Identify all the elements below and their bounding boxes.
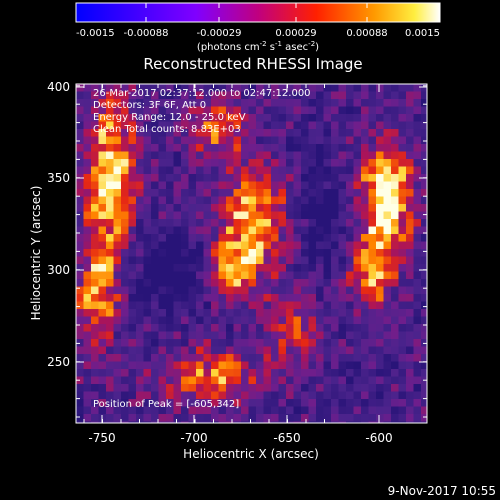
colorbar-tick-label: 0.0015 (405, 28, 440, 39)
colorbar-tick-label: -0.0015 (76, 28, 115, 39)
y-tick-label: 400 (47, 80, 70, 94)
info-line-energy-range: Energy Range: 12.0 - 25.0 keV (93, 112, 246, 123)
info-line-total-counts: Clean Total counts: 8.83E+03 (93, 124, 241, 135)
colorbar-tick-label: -0.00029 (197, 28, 242, 39)
info-line-detectors: Detectors: 3F 6F, Att 0 (93, 100, 206, 111)
colorbar-tick-label: -0.00088 (124, 28, 169, 39)
x-tick-label: -650 (273, 431, 300, 445)
observation-info: 26-Mar-2017 02:37:12.000 to 02:47:12.000… (93, 88, 311, 135)
colorbar: -0.0015 -0.00088 -0.00029 0.00029 0.00088 0.0… (75, 2, 441, 53)
peak-position-label: Position of Peak = [-605,342] (93, 399, 239, 410)
rhessi-image (76, 84, 427, 423)
colorbar-tick-marks (75, 3, 441, 22)
x-tick-label: -700 (180, 431, 207, 445)
info-line-time-range: 26-Mar-2017 02:37:12.000 to 02:47:12.000 (93, 88, 311, 99)
y-tick-label: 300 (47, 263, 70, 277)
timestamp: 9-Nov-2017 10:55 (388, 484, 496, 498)
colorbar-gradient (75, 2, 441, 23)
x-tick-label: -600 (365, 431, 392, 445)
y-tick-labels: 250 300 350 400 (47, 80, 70, 369)
y-tick-label: 350 (47, 171, 70, 185)
y-axis-label: Heliocentric Y (arcsec) (29, 186, 43, 321)
colorbar-tick-label: 0.00088 (346, 28, 387, 39)
x-tick-label: -750 (88, 431, 115, 445)
plot-frame (75, 83, 428, 424)
colorbar-tick-labels: -0.0015 -0.00088 -0.00029 0.00029 0.00088 0.0… (76, 28, 440, 39)
x-tick-labels: -750 -700 -650 -600 (88, 431, 392, 445)
axis-tick-marks (76, 84, 427, 423)
x-axis-label: Heliocentric X (arcsec) (183, 447, 319, 461)
colorbar-units-label: (photons cm-2 s-1 asec-2) (197, 40, 319, 53)
colorbar-tick-label: 0.00029 (275, 28, 316, 39)
y-tick-label: 250 (47, 355, 70, 369)
image-title: Reconstructed RHESSI Image (143, 55, 362, 73)
